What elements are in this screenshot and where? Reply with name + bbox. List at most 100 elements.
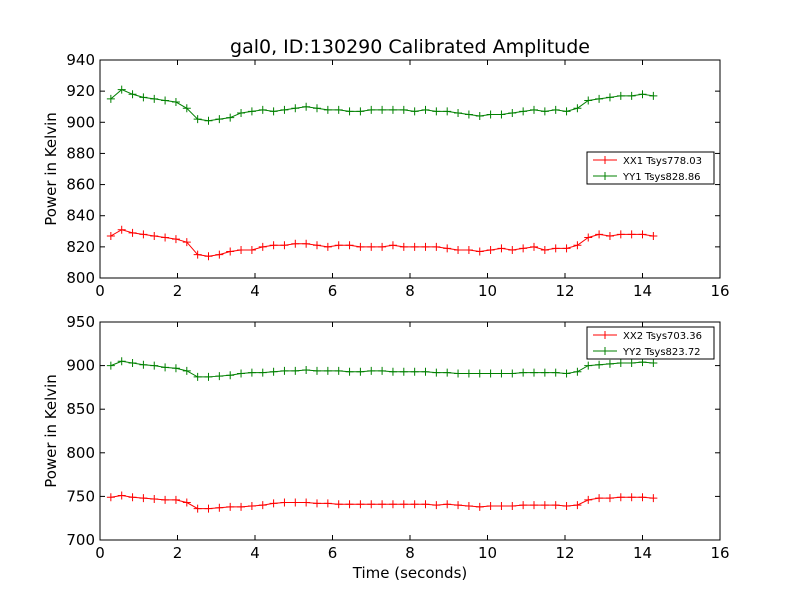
data-point — [454, 501, 463, 510]
data-point — [323, 105, 332, 114]
data-point — [573, 104, 582, 113]
data-point — [497, 501, 506, 510]
data-point — [432, 107, 441, 116]
data-point — [117, 85, 126, 94]
y-tick-label: 700 — [66, 531, 95, 549]
data-point — [638, 230, 647, 239]
data-point — [605, 93, 614, 102]
series-2 — [106, 85, 658, 125]
x-tick-label: 16 — [710, 544, 729, 562]
data-point — [638, 493, 647, 502]
data-point — [497, 244, 506, 253]
data-point — [399, 367, 408, 376]
series-1 — [106, 491, 658, 513]
data-point — [150, 231, 159, 240]
data-point — [291, 366, 300, 375]
y-tick-label: 900 — [66, 113, 95, 131]
data-point — [171, 235, 180, 244]
data-point — [280, 366, 289, 375]
data-point — [497, 369, 506, 378]
data-point — [530, 501, 538, 510]
plot-panel-2: 0 2 4 6 8 10 12 14 16 700 750 800 850 900 950 Power in … — [42, 313, 730, 562]
data-point — [540, 501, 549, 510]
legend-marker — [601, 347, 609, 355]
data-point — [247, 368, 256, 377]
data-point — [161, 96, 170, 105]
data-point — [584, 361, 593, 370]
data-point — [649, 91, 658, 100]
x-axis-label: Time (seconds) — [352, 564, 468, 582]
data-point — [139, 230, 148, 239]
data-point — [584, 233, 593, 242]
chart-title: gal0, ID:130290 Calibrated Amplitude — [230, 36, 590, 58]
y-tick-label: 750 — [66, 487, 95, 505]
data-point — [551, 244, 560, 253]
data-point — [193, 372, 202, 381]
data-point — [128, 358, 137, 367]
data-point — [204, 252, 213, 261]
data-point — [584, 96, 593, 105]
x-tick-label: 8 — [405, 282, 415, 300]
data-point — [128, 493, 137, 502]
data-point — [302, 365, 311, 374]
data-point — [345, 500, 354, 509]
data-point — [302, 498, 311, 507]
data-point — [356, 107, 365, 116]
y-tick-label: 940 — [66, 51, 95, 69]
data-point — [486, 245, 495, 254]
data-point — [356, 367, 365, 376]
data-point — [150, 361, 159, 370]
data-point — [443, 368, 452, 377]
data-point — [378, 500, 387, 509]
data-point — [171, 495, 180, 504]
data-point — [464, 501, 473, 510]
y-tick-label: 850 — [66, 400, 95, 418]
data-point — [551, 368, 560, 377]
data-point — [519, 107, 528, 116]
data-point — [421, 242, 430, 251]
x-tick-label: 4 — [250, 544, 260, 562]
data-point — [540, 245, 549, 254]
data-point — [432, 501, 441, 510]
data-point — [302, 239, 311, 248]
legend: XX2 Tsys703.36 YY2 Tsys823.72 — [586, 326, 715, 360]
data-point — [258, 105, 267, 114]
data-point — [313, 241, 321, 250]
data-point — [388, 241, 397, 250]
data-point — [616, 91, 625, 100]
x-tick-label: 10 — [478, 544, 497, 562]
data-point — [106, 231, 115, 240]
data-point — [117, 491, 126, 500]
data-point — [237, 502, 246, 511]
data-point — [627, 493, 636, 502]
data-point — [367, 500, 376, 509]
data-point — [204, 116, 213, 125]
data-point — [215, 372, 224, 381]
data-point — [193, 504, 202, 513]
data-point — [454, 108, 463, 117]
data-point — [258, 501, 267, 510]
data-point — [584, 495, 593, 504]
data-point — [486, 110, 495, 119]
data-point — [139, 494, 148, 503]
data-point — [356, 242, 365, 251]
data-point — [399, 105, 408, 114]
x-tick-label: 4 — [250, 282, 260, 300]
data-point — [573, 241, 582, 250]
data-point — [432, 242, 441, 251]
x-tick-label: 12 — [555, 282, 574, 300]
data-point — [247, 107, 256, 116]
x-tick-label: 14 — [633, 544, 652, 562]
data-point — [323, 366, 332, 375]
data-point — [269, 367, 278, 376]
data-point — [540, 368, 549, 377]
data-point — [519, 501, 528, 510]
plot-panel-1: 0 2 4 6 8 10 12 14 16 800 820 840 860 880 900 920 940 Pow… — [42, 51, 730, 300]
data-point — [519, 244, 528, 253]
data-point — [573, 367, 582, 376]
data-point — [562, 369, 571, 378]
data-point — [193, 115, 202, 124]
data-point — [161, 363, 170, 372]
legend-entry: XX2 Tsys703.36 — [623, 331, 702, 342]
data-point — [627, 230, 636, 239]
